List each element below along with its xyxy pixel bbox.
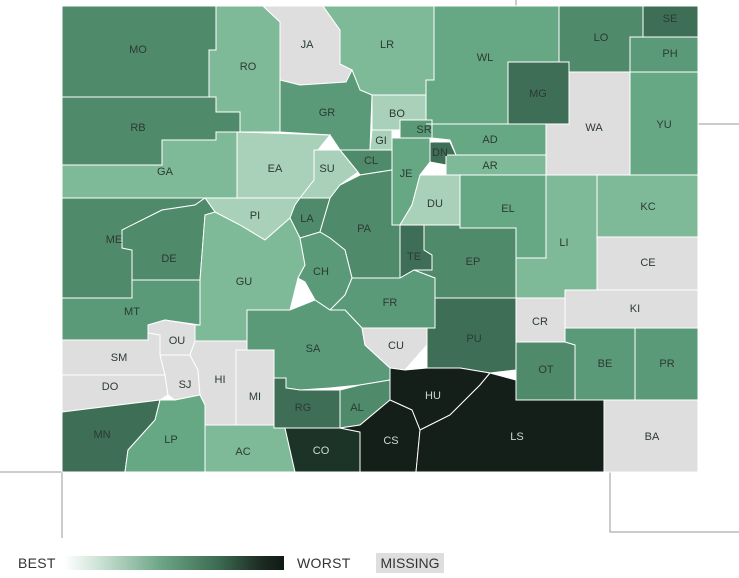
county-label-te: TE	[407, 251, 421, 263]
county-label-lr: LR	[380, 39, 394, 51]
legend-best-label: BEST	[18, 555, 56, 571]
county-label-be: BE	[598, 358, 613, 370]
county-label-du: DU	[427, 198, 443, 210]
county-ba[interactable]	[603, 399, 699, 473]
county-label-se: SE	[663, 13, 678, 25]
counties	[61, 5, 699, 473]
county-label-ls: LS	[510, 431, 523, 443]
county-label-hu: HU	[425, 390, 441, 402]
county-label-ch: CH	[313, 266, 329, 278]
county-label-su: SU	[319, 163, 334, 175]
county-label-ro: RO	[240, 61, 257, 73]
county-label-do: DO	[102, 381, 119, 393]
county-ls[interactable]	[415, 372, 605, 473]
county-label-ba: BA	[645, 431, 660, 443]
county-label-cl: CL	[364, 155, 378, 167]
county-label-kc: KC	[640, 201, 655, 213]
county-label-cu: CU	[388, 340, 404, 352]
county-label-lo: LO	[594, 32, 609, 44]
county-label-el: EL	[501, 203, 514, 215]
county-labels: MO RO JA LR WL LO SE PH RB GR BO MG WA Y…	[93, 13, 677, 458]
county-label-ph: PH	[662, 48, 677, 60]
county-label-bo: BO	[389, 108, 405, 120]
neighbor-outline-southeast	[609, 472, 739, 533]
county-label-sr: SR	[416, 124, 431, 136]
county-label-de: DE	[161, 253, 176, 265]
county-label-ja: JA	[301, 39, 315, 51]
county-label-hi: HI	[215, 374, 226, 386]
county-label-al: AL	[350, 402, 363, 414]
county-label-ar: AR	[482, 160, 497, 172]
county-label-sm: SM	[111, 352, 128, 364]
neighbor-outline-west	[0, 471, 63, 538]
choropleth-map: MO RO JA LR WL LO SE PH RB GR BO MG WA Y…	[0, 0, 739, 538]
county-label-sa: SA	[306, 343, 321, 355]
county-label-pa: PA	[357, 223, 372, 235]
county-label-me: ME	[106, 234, 123, 246]
county-label-la: LA	[300, 213, 314, 225]
county-label-je: JE	[400, 168, 413, 180]
county-label-cr: CR	[532, 316, 548, 328]
county-label-li: LI	[559, 237, 568, 249]
county-label-ot: OT	[538, 364, 554, 376]
county-map-svg: MO RO JA LR WL LO SE PH RB GR BO MG WA Y…	[0, 0, 739, 538]
county-label-wa: WA	[585, 122, 603, 134]
county-label-ep: EP	[466, 256, 481, 268]
county-label-gu: GU	[236, 276, 253, 288]
county-label-cs: CS	[383, 435, 398, 447]
legend-worst-label: WORST	[297, 555, 351, 571]
legend-color-ramp	[64, 556, 284, 570]
county-label-ki: KI	[630, 303, 640, 315]
county-do[interactable]	[61, 374, 169, 413]
county-label-rb: RB	[130, 122, 145, 134]
county-label-rg: RG	[295, 402, 312, 414]
county-label-ad: AD	[482, 134, 497, 146]
county-label-gi: GI	[375, 135, 387, 147]
county-label-wl: WL	[477, 52, 494, 64]
county-label-ce: CE	[640, 257, 655, 269]
county-label-ou: OU	[169, 335, 186, 347]
county-label-co: CO	[313, 445, 330, 457]
county-label-gr: GR	[319, 107, 336, 119]
legend-missing-swatch: MISSING	[376, 553, 444, 573]
county-label-yu: YU	[656, 119, 671, 131]
county-label-pr: PR	[659, 358, 674, 370]
county-label-ea: EA	[268, 163, 283, 175]
county-label-pu: PU	[466, 333, 481, 345]
county-label-mo: MO	[129, 44, 147, 56]
map-legend: BEST WORST MISSING	[0, 548, 739, 578]
county-label-sj: SJ	[179, 379, 192, 391]
county-label-lp: LP	[164, 434, 177, 446]
county-label-mn: MN	[93, 429, 110, 441]
county-label-pi: PI	[250, 210, 260, 222]
county-label-mt: MT	[124, 306, 140, 318]
county-label-mi: MI	[249, 391, 261, 403]
county-label-ga: GA	[157, 166, 174, 178]
county-label-ac: AC	[235, 446, 250, 458]
county-label-mg: MG	[529, 88, 547, 100]
county-mi[interactable]	[235, 349, 275, 426]
county-label-dn: DN	[432, 147, 448, 159]
county-label-fr: FR	[383, 297, 398, 309]
